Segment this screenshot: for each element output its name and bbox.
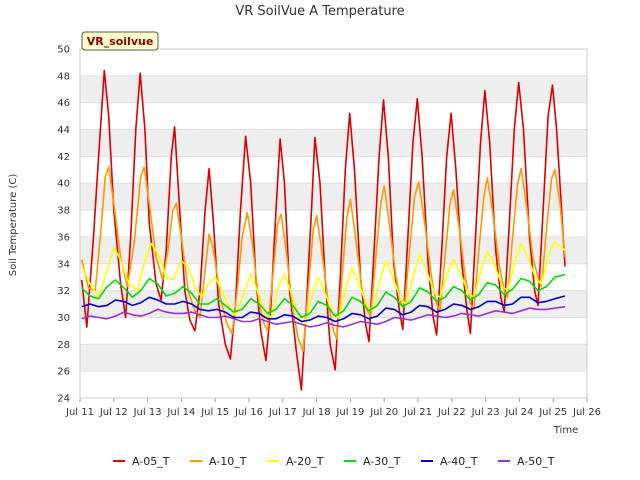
x-tick-label: Jul 23 <box>471 407 500 418</box>
y-tick-label: 38 <box>57 206 70 217</box>
grid-band <box>80 183 587 211</box>
legend-label: A-30_T <box>363 455 401 468</box>
y-tick-label: 34 <box>57 259 70 270</box>
x-tick-label: Jul 17 <box>268 407 297 418</box>
legend-label: A-20_T <box>286 455 324 468</box>
x-axis-label: Time <box>553 425 578 436</box>
y-tick-label: 28 <box>57 340 70 351</box>
y-tick-label: 46 <box>57 98 70 109</box>
chart-title: VR SoilVue A Temperature <box>235 4 404 19</box>
series-line-a-30-t <box>81 273 566 319</box>
legend-label: A-10_T <box>209 455 247 468</box>
series-line-a-40-t <box>81 295 566 323</box>
legend-label: A-50_T <box>517 455 555 468</box>
y-tick-label: 44 <box>57 125 70 136</box>
x-tick-label: Jul 26 <box>572 407 601 418</box>
series-lines <box>80 69 566 391</box>
x-tick-label: Jul 15 <box>200 407 229 418</box>
badge-label: VR_soilvue <box>87 35 154 48</box>
badge: VR_soilvue <box>81 31 159 51</box>
y-tick-label: 48 <box>57 71 70 82</box>
y-tick-label: 36 <box>57 232 70 243</box>
series-line-a-50-t <box>81 305 566 328</box>
series-line-a-10-t <box>80 166 566 352</box>
legend-label: A-05_T <box>132 455 170 468</box>
y-axis-label: Soil Temperature (C) <box>8 174 19 277</box>
x-tick-label: Jul 20 <box>369 407 398 418</box>
grid-band <box>80 129 587 157</box>
grid-bands <box>80 75 587 372</box>
x-tick-label: Jul 21 <box>403 407 432 418</box>
legend-label: A-40_T <box>440 455 478 468</box>
x-tick-label: Jul 12 <box>99 407 128 418</box>
y-tick-label: 30 <box>57 313 70 324</box>
y-tick-label: 26 <box>57 367 70 378</box>
x-tick-label: Jul 18 <box>302 407 331 418</box>
y-tick-label: 50 <box>57 45 70 56</box>
legend: A-05_T A-10_T A-20_T A-30_T A-40_T A-50_T <box>113 455 555 468</box>
x-tick-label: Jul 25 <box>538 407 567 418</box>
grid-band <box>80 75 587 103</box>
x-tick-label: Jul 24 <box>504 407 533 418</box>
x-tick-label: Jul 22 <box>437 407 466 418</box>
x-axis-ticks: Jul 11 Jul 12 Jul 13 Jul 14 Jul 15 Jul 16 Jul … <box>65 398 601 418</box>
x-tick-label: Jul 11 <box>65 407 94 418</box>
y-axis-ticks: 24 26 28 30 32 34 36 38 40 42 44 46 48 50 <box>57 45 70 405</box>
x-tick-label: Jul 14 <box>166 407 195 418</box>
series-line-a-05-t <box>80 69 566 391</box>
y-tick-label: 40 <box>57 179 70 190</box>
badge-box <box>81 31 159 51</box>
x-tick-label: Jul 19 <box>335 407 364 418</box>
y-tick-label: 42 <box>57 152 70 163</box>
plot-frame <box>79 48 588 399</box>
x-tick-label: Jul 16 <box>234 407 263 418</box>
y-tick-label: 24 <box>57 394 70 405</box>
y-tick-label: 32 <box>57 286 70 297</box>
x-tick-label: Jul 13 <box>133 407 162 418</box>
